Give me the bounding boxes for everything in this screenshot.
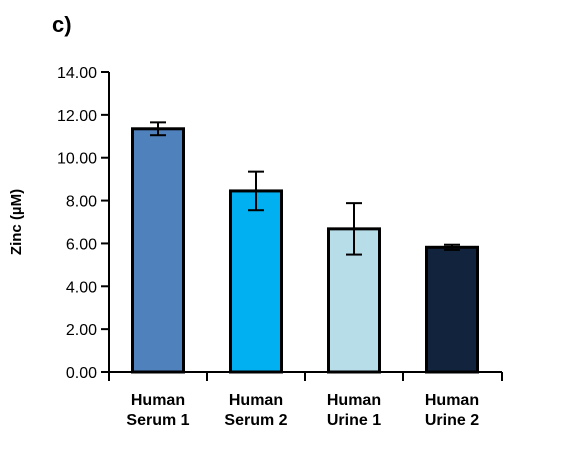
y-tick-label-1: 2.00: [66, 322, 97, 339]
x-label-2-line-1: Human: [229, 392, 283, 409]
error-bar-1: [150, 121, 166, 137]
y-tick-label-6: 12.00: [57, 108, 97, 125]
error-bar-3: [346, 202, 362, 256]
y-tick-label-3: 6.00: [66, 236, 97, 253]
bar-1: [131, 127, 185, 374]
bar-2: [229, 189, 283, 374]
y-tick-label-2: 4.00: [66, 279, 97, 296]
error-bar-4: [444, 243, 460, 251]
error-bar-2: [248, 170, 264, 212]
x-label-4-line-1: Human: [425, 392, 479, 409]
bar-4: [425, 245, 479, 374]
plot-area: 0.00 2.00 4.00 6.00 8.00 10.00 12.00 14.00 Human…: [57, 65, 503, 429]
panel-label: c): [52, 12, 72, 37]
x-label-1-line-2: Serum 1: [126, 412, 189, 429]
x-label-3-line-1: Human: [327, 392, 381, 409]
x-label-1-line-1: Human: [131, 392, 185, 409]
x-label-3-line-2: Urine 1: [327, 412, 381, 429]
x-label-2-line-2: Serum 2: [224, 412, 287, 429]
y-tick-label-7: 14.00: [57, 65, 97, 82]
y-tick-label-0: 0.00: [66, 365, 97, 382]
x-label-4-line-2: Urine 2: [425, 412, 479, 429]
y-tick-label-5: 10.00: [57, 151, 97, 168]
y-axis-title: Zinc (µM): [8, 189, 25, 255]
y-tick-label-4: 8.00: [66, 194, 97, 211]
